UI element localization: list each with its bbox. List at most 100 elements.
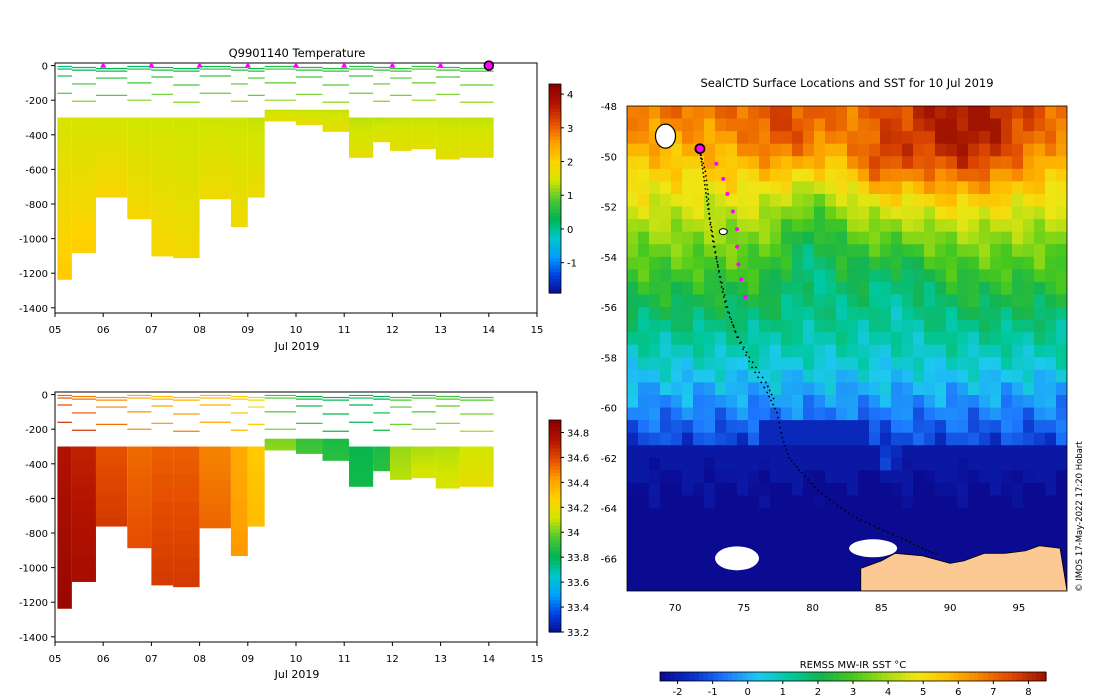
- sst-cell: [1034, 143, 1046, 157]
- sst-cell: [825, 332, 837, 346]
- sst-colorbar-step: [1007, 672, 1013, 681]
- sst-cell: [891, 344, 903, 358]
- sst-cell: [913, 319, 925, 333]
- sst-cell: [715, 156, 727, 170]
- sst-cell: [715, 369, 727, 384]
- sst-cell: [957, 294, 969, 308]
- temperature-cell: [127, 168, 152, 179]
- salinity-colorbar-step: [549, 473, 561, 478]
- sst-cell: [1001, 420, 1013, 434]
- track-point: [800, 471, 803, 474]
- sst-cell: [726, 570, 738, 585]
- temperature-title: Q9901140 Temperature: [229, 46, 366, 60]
- salinity-cell: [349, 446, 374, 451]
- salinity-cell: [71, 513, 96, 528]
- salinity-cell: [459, 482, 494, 487]
- sst-cell: [792, 357, 804, 371]
- sst-cell: [638, 382, 650, 396]
- sst-cell: [759, 244, 771, 258]
- temperature-cell: [199, 150, 231, 159]
- temperature-colorbar-step: [549, 247, 561, 252]
- sst-cell: [627, 533, 639, 547]
- sst-colorbar-label: 8: [1025, 687, 1031, 698]
- temperature-cell: [57, 117, 72, 135]
- salinity-cell: [230, 457, 248, 469]
- sst-cell: [1023, 382, 1035, 396]
- track-point: [720, 286, 723, 288]
- sst-cell: [979, 181, 991, 195]
- track-point: [699, 153, 702, 156]
- temperature-colorbar-step: [549, 261, 561, 266]
- salinity-colorbar-step: [549, 511, 561, 516]
- sst-cell: [847, 394, 859, 409]
- sst-cell: [1023, 219, 1035, 233]
- salinity-colorbar-step: [549, 420, 561, 425]
- sst-cell: [638, 445, 650, 459]
- sst-cell: [957, 106, 969, 120]
- sst-cell: [627, 545, 639, 559]
- sst-cell: [1056, 382, 1067, 396]
- sst-cell: [781, 206, 793, 220]
- salinity-cell: [247, 462, 265, 471]
- salinity-cell: [349, 470, 374, 475]
- track-point: [709, 221, 712, 224]
- sst-cell: [737, 470, 749, 484]
- sst-colorbar-step: [828, 672, 835, 681]
- temperature-cell: [322, 129, 350, 132]
- sst-cell: [1034, 357, 1046, 371]
- sst-colorbar-step: [838, 672, 844, 681]
- sst-cell: [704, 181, 716, 195]
- sst-cell: [836, 131, 848, 145]
- salinity-cell: [199, 495, 231, 504]
- sst-cell: [869, 319, 881, 333]
- sst-cell: [913, 394, 925, 409]
- track-point: [781, 436, 784, 439]
- sst-cell: [924, 470, 936, 484]
- sst-cell: [924, 545, 936, 559]
- sst-cell: [957, 231, 969, 245]
- sst-cell: [869, 407, 881, 421]
- sst-cell: [946, 508, 958, 522]
- sst-cell: [913, 307, 925, 321]
- salinity-colorbar-step: [549, 557, 561, 562]
- sst-cell: [682, 156, 694, 170]
- sst-cell: [759, 131, 771, 145]
- track-point: [868, 523, 871, 526]
- sst-cell: [627, 206, 639, 220]
- sst-cell: [726, 143, 738, 157]
- sst-cell: [1056, 319, 1067, 333]
- sst-cell: [913, 508, 925, 522]
- sst-cell: [693, 445, 705, 459]
- sst-cell: [946, 445, 958, 459]
- sst-cell: [836, 558, 848, 572]
- sst-map-panel: SealCTD Surface Locations and SST for 10…: [601, 76, 1068, 698]
- sst-cell: [924, 143, 936, 157]
- sst-profile-marker: [735, 244, 739, 249]
- sst-cell: [704, 256, 716, 270]
- sst-cell: [913, 143, 925, 157]
- temperature-colorbar-step: [549, 289, 561, 294]
- salinity-cell: [322, 443, 350, 446]
- sst-cell: [1023, 244, 1035, 258]
- sst-colorbar-label: 0: [745, 687, 751, 698]
- sst-cell: [803, 432, 815, 446]
- sst-cell: [770, 156, 782, 170]
- sst-cell: [1023, 319, 1035, 333]
- track-point: [710, 229, 713, 232]
- sst-cell: [726, 344, 738, 358]
- sst-cell: [1034, 118, 1046, 132]
- sst-cell: [627, 256, 639, 270]
- salinity-cell: [322, 447, 350, 451]
- salinity-colorbar-step: [549, 536, 561, 541]
- sst-cell: [649, 545, 661, 559]
- temperature-colorbar-step: [549, 223, 561, 228]
- sst-cell: [1012, 118, 1024, 132]
- temperature-cell: [411, 139, 436, 143]
- sst-cell: [737, 495, 749, 509]
- salinity-cell: [95, 510, 128, 519]
- heard-island: [718, 228, 728, 236]
- sst-cell: [803, 307, 815, 321]
- sst-cell: [660, 470, 672, 484]
- salinity-cell: [151, 571, 174, 586]
- sst-cell: [682, 382, 694, 396]
